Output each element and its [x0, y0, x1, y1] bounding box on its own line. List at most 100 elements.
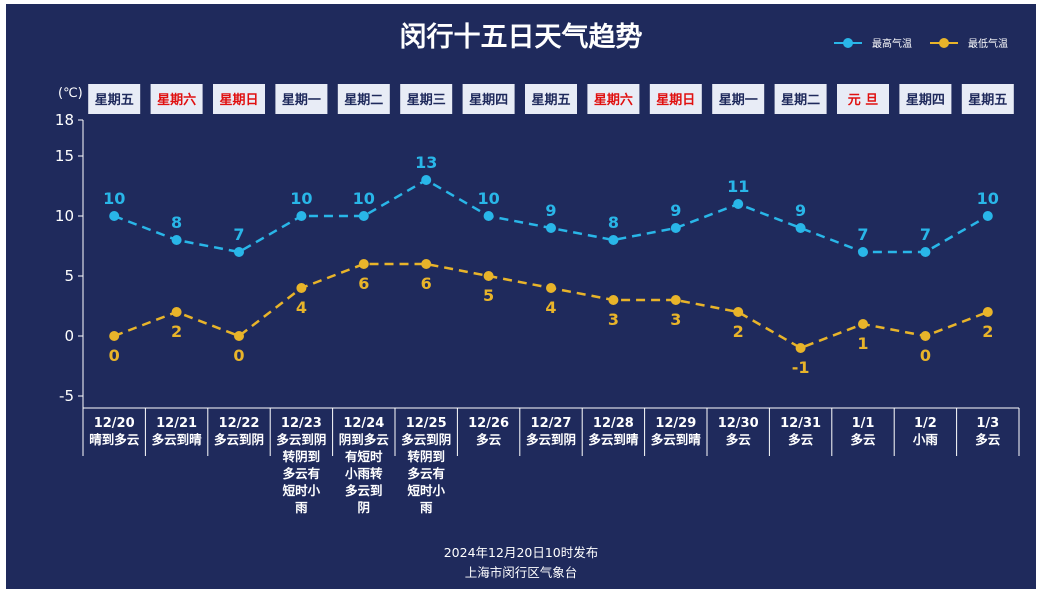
low-temp-point[interactable]	[733, 307, 744, 317]
low-temp-label: 0	[109, 346, 120, 365]
legend-item-low[interactable]: 最低气温	[930, 37, 1008, 50]
x-category: 1/2小雨	[912, 416, 939, 447]
weekday-cell: 星期五	[88, 84, 141, 114]
weekday-box	[837, 84, 889, 114]
high-temp-label: 8	[171, 213, 182, 232]
low-temp-point[interactable]	[171, 307, 182, 317]
low-temp-point[interactable]	[670, 295, 681, 305]
weekday-cell: 星期五	[525, 84, 577, 114]
high-temp-label: 7	[857, 225, 868, 244]
weekday-box	[462, 84, 515, 114]
high-temp-point[interactable]	[670, 223, 681, 233]
high-temp-label: 13	[415, 153, 437, 172]
high-temp-label: 10	[353, 189, 375, 208]
low-temp-point[interactable]	[546, 283, 556, 293]
high-temp-point[interactable]	[296, 211, 307, 221]
high-temp-point[interactable]	[795, 223, 806, 233]
x-weather-label: 多云	[975, 432, 1001, 447]
low-temp-point[interactable]	[421, 259, 432, 269]
weekday-cell: 星期四	[899, 84, 952, 114]
x-date-label: 12/31	[780, 416, 821, 431]
low-temp-point[interactable]	[795, 343, 806, 353]
weekday-box	[337, 84, 390, 114]
weekday-cell: 星期日	[649, 84, 702, 114]
high-temp-label: 9	[795, 201, 806, 220]
low-temp-point[interactable]	[358, 259, 369, 269]
x-date-label: 12/29	[655, 416, 696, 431]
forecast-panel: 闵行十五日天气趋势 最高气温 最低气温 (℃) 星期五 星期六 星期日 星期一 星期二星…	[6, 4, 1036, 589]
x-weather-label: 有短时	[345, 449, 383, 464]
temperature-chart: 闵行十五日天气趋势 最高气温 最低气温 (℃) 星期五 星期六 星期日 星期一 星期二星…	[55, 21, 1020, 580]
low-temp-point[interactable]	[483, 271, 494, 281]
high-temp-point[interactable]	[608, 235, 619, 245]
y-tick-label: -5	[59, 387, 74, 405]
low-temp-label: 2	[733, 322, 744, 341]
low-temp-label: 5	[483, 286, 494, 305]
high-temp-point[interactable]	[171, 235, 182, 245]
x-weather-label: 多云到晴	[651, 432, 702, 447]
weekday-cell: 星期四	[462, 84, 515, 114]
high-temp-label: 10	[977, 189, 999, 208]
low-temp-label: 0	[233, 346, 244, 365]
high-temp-point[interactable]	[982, 211, 993, 221]
low-temp-point[interactable]	[109, 331, 120, 341]
low-temp-label: 4	[545, 298, 556, 317]
y-tick-label: 10	[55, 207, 74, 225]
x-weather-label: 短时小	[407, 483, 445, 498]
x-weather-label: 多云到阴	[214, 432, 264, 447]
low-temp-point[interactable]	[234, 331, 244, 341]
weekday-label: 星期二	[344, 93, 383, 108]
y-tick-label: 15	[55, 147, 74, 165]
weekday-label: 星期日	[219, 93, 258, 108]
x-weather-label: 多云到晴	[152, 432, 203, 447]
low-temp-label: 3	[608, 310, 619, 329]
legend-item-high[interactable]: 最高气温	[834, 37, 912, 50]
low-temp-point[interactable]	[296, 283, 307, 293]
high-temp-point[interactable]	[858, 247, 868, 257]
high-temp-label: 9	[545, 201, 556, 220]
y-tick-label: 18	[55, 111, 74, 129]
x-date-label: 12/23	[281, 416, 322, 431]
weekday-label: 星期五	[531, 93, 570, 108]
chart-title: 闵行十五日天气趋势	[400, 21, 643, 53]
weekday-label: 元 旦	[848, 93, 879, 108]
weekday-label: 星期日	[656, 93, 695, 108]
high-temp-point[interactable]	[234, 247, 244, 257]
high-temp-point[interactable]	[733, 199, 744, 209]
x-weather-label: 多云到	[345, 483, 383, 498]
x-weather-label: 多云到晴	[588, 432, 639, 447]
weekday-label: 星期六	[157, 92, 196, 108]
high-temp-point[interactable]	[109, 211, 120, 221]
high-temp-point[interactable]	[483, 211, 494, 221]
high-temp-label: 9	[670, 201, 681, 220]
weekday-cell: 星期二	[337, 84, 390, 114]
high-temp-label: 8	[608, 213, 619, 232]
high-temp-point[interactable]	[421, 175, 432, 185]
low-temp-point[interactable]	[858, 319, 868, 329]
weekday-box	[712, 84, 765, 114]
low-temp-point[interactable]	[920, 331, 931, 341]
x-axis: 12/20晴到多云12/21多云到晴12/22多云到阴12/23多云到阴转阴到多…	[82, 407, 1020, 515]
x-weather-label: 多云到阴	[526, 432, 576, 447]
low-temp-point[interactable]	[982, 307, 993, 317]
weekday-label: 星期二	[781, 93, 820, 108]
x-weather-label: 多云	[788, 432, 814, 447]
x-date-label: 12/20	[94, 416, 135, 431]
low-temp-point[interactable]	[608, 295, 619, 305]
weekday-row: 星期五 星期六 星期日 星期一 星期二 星期三 星期四 星期五 星期六 星期日 星期一 星期二 元 旦 星…	[88, 84, 1014, 114]
weekday-box	[649, 84, 702, 114]
high-temp-point[interactable]	[358, 211, 369, 221]
low-temp-label: 6	[358, 274, 369, 293]
x-date-label: 1/2	[914, 416, 937, 431]
x-weather-label: 转阴到	[283, 449, 321, 464]
weekday-box	[899, 84, 952, 114]
x-date-label: 12/21	[156, 416, 197, 431]
x-date-label: 12/27	[531, 416, 572, 431]
high-temp-point[interactable]	[920, 247, 931, 257]
high-temp-point[interactable]	[546, 223, 556, 233]
